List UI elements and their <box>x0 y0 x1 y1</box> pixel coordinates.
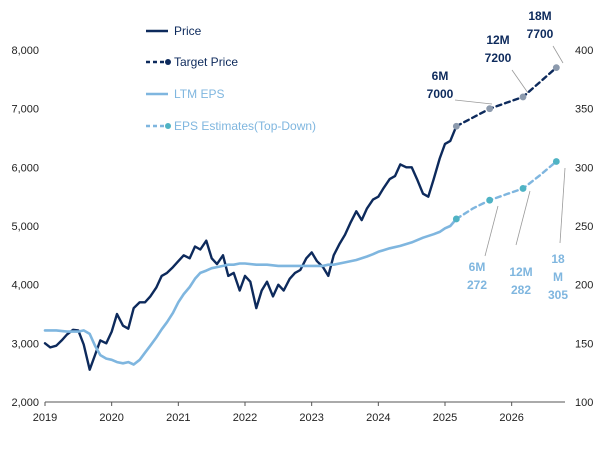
y-right-tick-label: 100 <box>575 397 593 409</box>
annotation-leader-line <box>515 190 531 246</box>
x-tick-label: 2026 <box>499 412 523 424</box>
data-point-marker <box>452 122 460 130</box>
annotation-label: 6M <box>469 260 486 274</box>
data-point-marker <box>486 196 494 204</box>
data-point-marker <box>519 93 527 101</box>
data-point-marker <box>452 215 460 223</box>
annotation-label: 12M <box>509 265 532 279</box>
y-right-tick-label: 350 <box>575 104 593 116</box>
y-left-tick-label: 3,000 <box>11 338 39 350</box>
x-tick-label: 2022 <box>233 412 257 424</box>
data-point-marker <box>519 185 527 192</box>
annotation-label: 305 <box>548 288 568 302</box>
y-left-tick-label: 7,000 <box>11 104 39 116</box>
axes: 2019 2020 2021 2022 2023 2024 2025 2026 2,000 3,0… <box>11 45 593 424</box>
legend-swatch-marker <box>165 123 171 129</box>
annotation-label: 18 <box>551 252 565 266</box>
x-tick-label: 2020 <box>99 412 123 424</box>
annotation-leader-line <box>552 45 564 64</box>
annotation-leader-line <box>484 205 499 257</box>
y-right-tick-label: 300 <box>575 162 593 174</box>
series-markers <box>452 64 560 223</box>
legend-label-target-price: Target Price <box>174 55 238 69</box>
x-tick-label: 2024 <box>366 412 390 424</box>
y-right-tick-label: 250 <box>575 221 593 233</box>
x-tick-label: 2023 <box>299 412 323 424</box>
x-tick-label: 2025 <box>433 412 457 424</box>
data-point-marker <box>552 158 560 165</box>
annotation-label: 272 <box>467 278 487 292</box>
y-right-tick-label: 200 <box>575 280 593 292</box>
y-right-tick-label: 400 <box>575 45 593 57</box>
data-point-marker <box>552 64 560 71</box>
y-left-tick-label: 2,000 <box>11 397 39 409</box>
annotation-leader-line <box>559 167 566 244</box>
annotation-label: 7000 <box>427 87 454 101</box>
annotation-label: 12M <box>486 33 509 47</box>
x-tick-label: 2021 <box>166 412 190 424</box>
legend-swatch-marker <box>165 59 171 65</box>
series-line-target-price <box>455 66 558 128</box>
series-line-ltm-eps <box>43 217 458 366</box>
legend-label-eps-estimates-top-down: EPS Estimates(Top-Down) <box>174 119 316 133</box>
annotation-label: 6M <box>432 69 449 83</box>
series-line-eps-estimates-top-down <box>455 160 558 221</box>
series-lines <box>43 66 558 371</box>
y-left-tick-label: 4,000 <box>11 280 39 292</box>
y-left-tick-label: 5,000 <box>11 221 39 233</box>
data-point-marker <box>486 105 494 113</box>
annotation-leader-line <box>511 69 529 94</box>
y-left-tick-label: 6,000 <box>11 162 39 174</box>
x-tick-label: 2019 <box>33 412 57 424</box>
annotation-label: 282 <box>511 283 531 297</box>
annotation-leader-line <box>454 99 493 105</box>
legend: Price Target Price LTM EPS EPS Estimates(To… <box>146 24 316 133</box>
annotation-label: 7700 <box>527 27 554 41</box>
y-left-tick-label: 8,000 <box>11 45 39 57</box>
annotation-label: M <box>553 270 563 284</box>
legend-label-ltm-eps: LTM EPS <box>174 87 224 101</box>
y-right-tick-label: 150 <box>575 338 593 350</box>
series-line-price <box>43 125 458 371</box>
annotation-label: 7200 <box>485 51 512 65</box>
annotation-label: 18M <box>528 9 551 23</box>
legend-label-price: Price <box>174 24 202 38</box>
